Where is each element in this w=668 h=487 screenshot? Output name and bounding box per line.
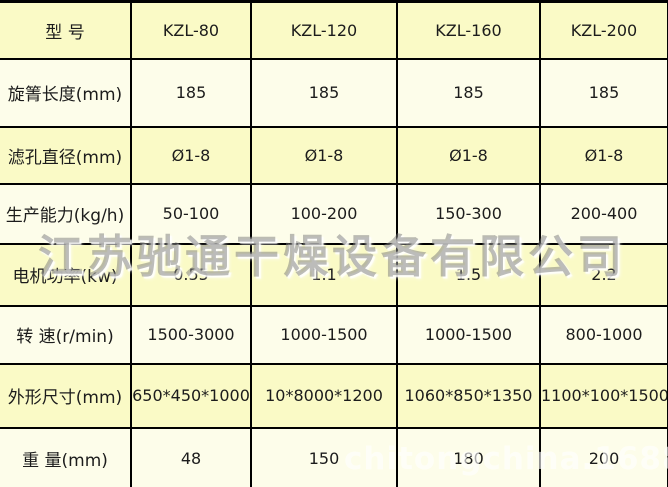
row-label-hole-diameter: 滤孔直径(mm) bbox=[0, 125, 132, 185]
table-row-dimensions: 外形尺寸(mm) 650*450*1000 10*8000*1200 1060*… bbox=[0, 362, 668, 429]
row-label-dimensions: 外形尺寸(mm) bbox=[0, 362, 132, 429]
cell-screen-length-kzl120: 185 bbox=[250, 57, 398, 128]
cell-dimensions-kzl80: 650*450*1000 bbox=[130, 362, 252, 429]
cell-capacity-kzl160: 150-300 bbox=[396, 182, 541, 245]
cell-weight-kzl200: 200 bbox=[539, 426, 668, 487]
column-header-kzl200: KZL-200 bbox=[539, 1, 668, 60]
header-row: 型 号 KZL-80 KZL-120 KZL-160 KZL-200 bbox=[0, 1, 668, 60]
table-row-screen-length: 旋箐长度(mm) 185 185 185 185 bbox=[0, 57, 668, 128]
cell-capacity-kzl120: 100-200 bbox=[250, 182, 398, 245]
column-header-kzl160: KZL-160 bbox=[396, 1, 541, 60]
cell-dimensions-kzl160: 1060*850*1350 bbox=[396, 362, 541, 429]
cell-screen-length-kzl160: 185 bbox=[396, 57, 541, 128]
cell-hole-diameter-kzl120: Ø1-8 bbox=[250, 125, 398, 185]
row-label-weight: 重 量(mm) bbox=[0, 426, 132, 487]
column-header-kzl120: KZL-120 bbox=[250, 1, 398, 60]
cell-rotation-speed-kzl80: 1500-3000 bbox=[130, 304, 252, 365]
cell-motor-power-kzl120: 1.1 bbox=[250, 242, 398, 307]
cell-dimensions-kzl120: 10*8000*1200 bbox=[250, 362, 398, 429]
table-row-motor-power: 电机功率(kw) 0.55 1.1 1.5 2.2 bbox=[0, 242, 668, 307]
cell-capacity-kzl80: 50-100 bbox=[130, 182, 252, 245]
row-label-rotation-speed: 转 速(r/min) bbox=[0, 304, 132, 365]
table-row-hole-diameter: 滤孔直径(mm) Ø1-8 Ø1-8 Ø1-8 Ø1-8 bbox=[0, 125, 668, 185]
table-row-weight: 重 量(mm) 48 150 180 200 bbox=[0, 426, 668, 487]
cell-weight-kzl80: 48 bbox=[130, 426, 252, 487]
cell-motor-power-kzl160: 1.5 bbox=[396, 242, 541, 307]
row-label-screen-length: 旋箐长度(mm) bbox=[0, 57, 132, 128]
table-row-rotation-speed: 转 速(r/min) 1500-3000 1000-1500 1000-1500… bbox=[0, 304, 668, 365]
cell-weight-kzl160: 180 bbox=[396, 426, 541, 487]
row-label-capacity: 生产能力(kg/h) bbox=[0, 182, 132, 245]
cell-dimensions-kzl200: 1100*100*1500 bbox=[539, 362, 668, 429]
cell-hole-diameter-kzl80: Ø1-8 bbox=[130, 125, 252, 185]
cell-rotation-speed-kzl200: 800-1000 bbox=[539, 304, 668, 365]
cell-weight-kzl120: 150 bbox=[250, 426, 398, 487]
column-header-kzl80: KZL-80 bbox=[130, 1, 252, 60]
cell-hole-diameter-kzl200: Ø1-8 bbox=[539, 125, 668, 185]
cell-capacity-kzl200: 200-400 bbox=[539, 182, 668, 245]
cell-screen-length-kzl80: 185 bbox=[130, 57, 252, 128]
row-label-model: 型 号 bbox=[0, 1, 132, 60]
cell-screen-length-kzl200: 185 bbox=[539, 57, 668, 128]
cell-hole-diameter-kzl160: Ø1-8 bbox=[396, 125, 541, 185]
cell-rotation-speed-kzl120: 1000-1500 bbox=[250, 304, 398, 365]
table-row-capacity: 生产能力(kg/h) 50-100 100-200 150-300 200-40… bbox=[0, 182, 668, 245]
cell-rotation-speed-kzl160: 1000-1500 bbox=[396, 304, 541, 365]
row-label-motor-power: 电机功率(kw) bbox=[0, 242, 132, 307]
cell-motor-power-kzl80: 0.55 bbox=[130, 242, 252, 307]
cell-motor-power-kzl200: 2.2 bbox=[539, 242, 668, 307]
